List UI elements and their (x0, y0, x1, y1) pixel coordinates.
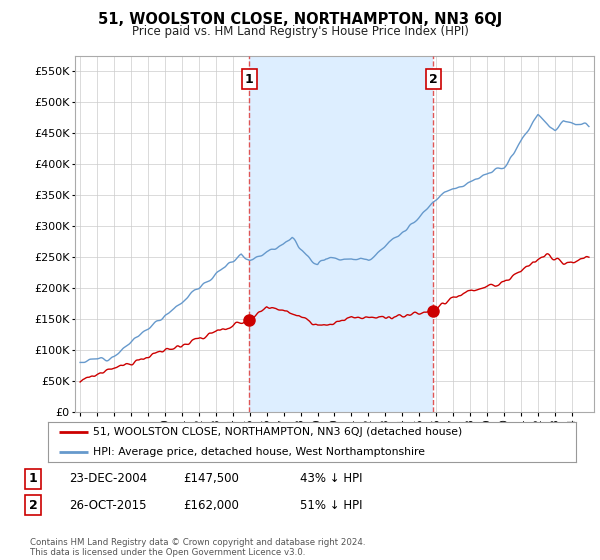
Text: 26-OCT-2015: 26-OCT-2015 (69, 498, 146, 512)
Text: £162,000: £162,000 (183, 498, 239, 512)
Text: Price paid vs. HM Land Registry's House Price Index (HPI): Price paid vs. HM Land Registry's House … (131, 25, 469, 38)
Text: 2: 2 (29, 498, 37, 512)
Text: 43% ↓ HPI: 43% ↓ HPI (300, 472, 362, 486)
Text: 23-DEC-2004: 23-DEC-2004 (69, 472, 147, 486)
Text: 1: 1 (245, 73, 254, 86)
Bar (249, 56, 433, 412)
Text: 51, WOOLSTON CLOSE, NORTHAMPTON, NN3 6QJ (detached house): 51, WOOLSTON CLOSE, NORTHAMPTON, NN3 6QJ… (93, 427, 462, 437)
Text: 2: 2 (429, 73, 437, 86)
Text: £147,500: £147,500 (183, 472, 239, 486)
Text: 51, WOOLSTON CLOSE, NORTHAMPTON, NN3 6QJ: 51, WOOLSTON CLOSE, NORTHAMPTON, NN3 6QJ (98, 12, 502, 27)
Text: HPI: Average price, detached house, West Northamptonshire: HPI: Average price, detached house, West… (93, 447, 425, 457)
Text: Contains HM Land Registry data © Crown copyright and database right 2024.
This d: Contains HM Land Registry data © Crown c… (30, 538, 365, 557)
Text: 51% ↓ HPI: 51% ↓ HPI (300, 498, 362, 512)
Text: 1: 1 (29, 472, 37, 486)
